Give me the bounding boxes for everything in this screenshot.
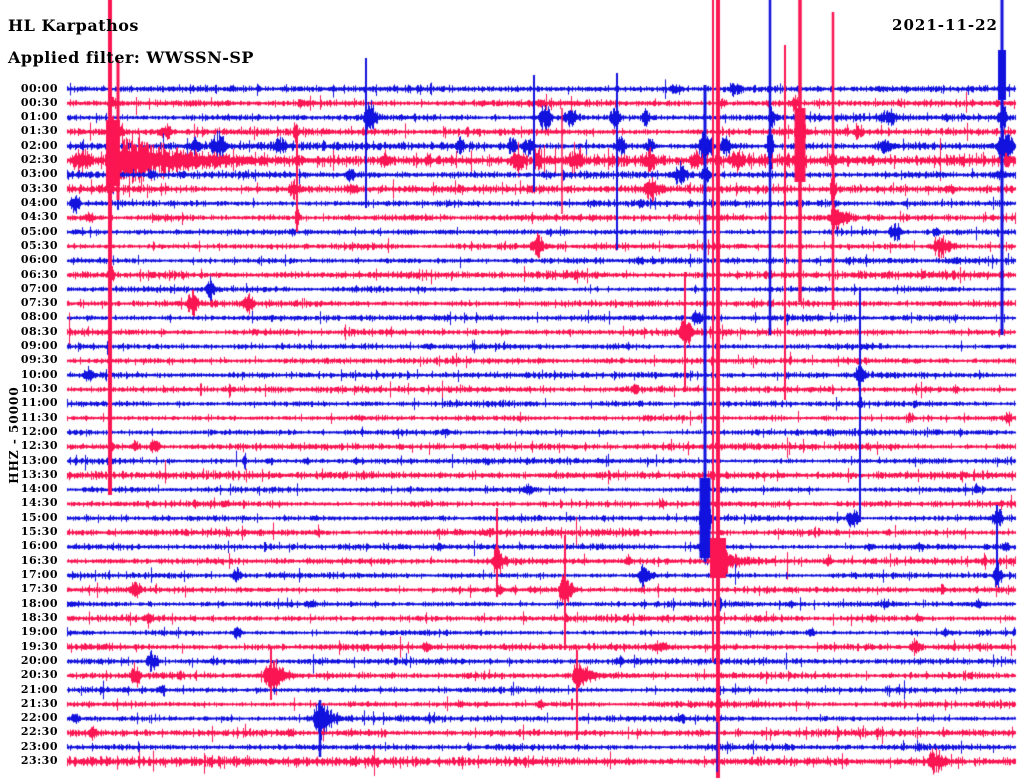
channel-scale-label: HHZ - 50000 — [7, 386, 21, 484]
date-label: 2021-11-22 — [892, 16, 998, 34]
station-title: HL Karpathos — [8, 16, 139, 35]
filter-label: Applied filter: WWSSN-SP — [8, 48, 254, 67]
